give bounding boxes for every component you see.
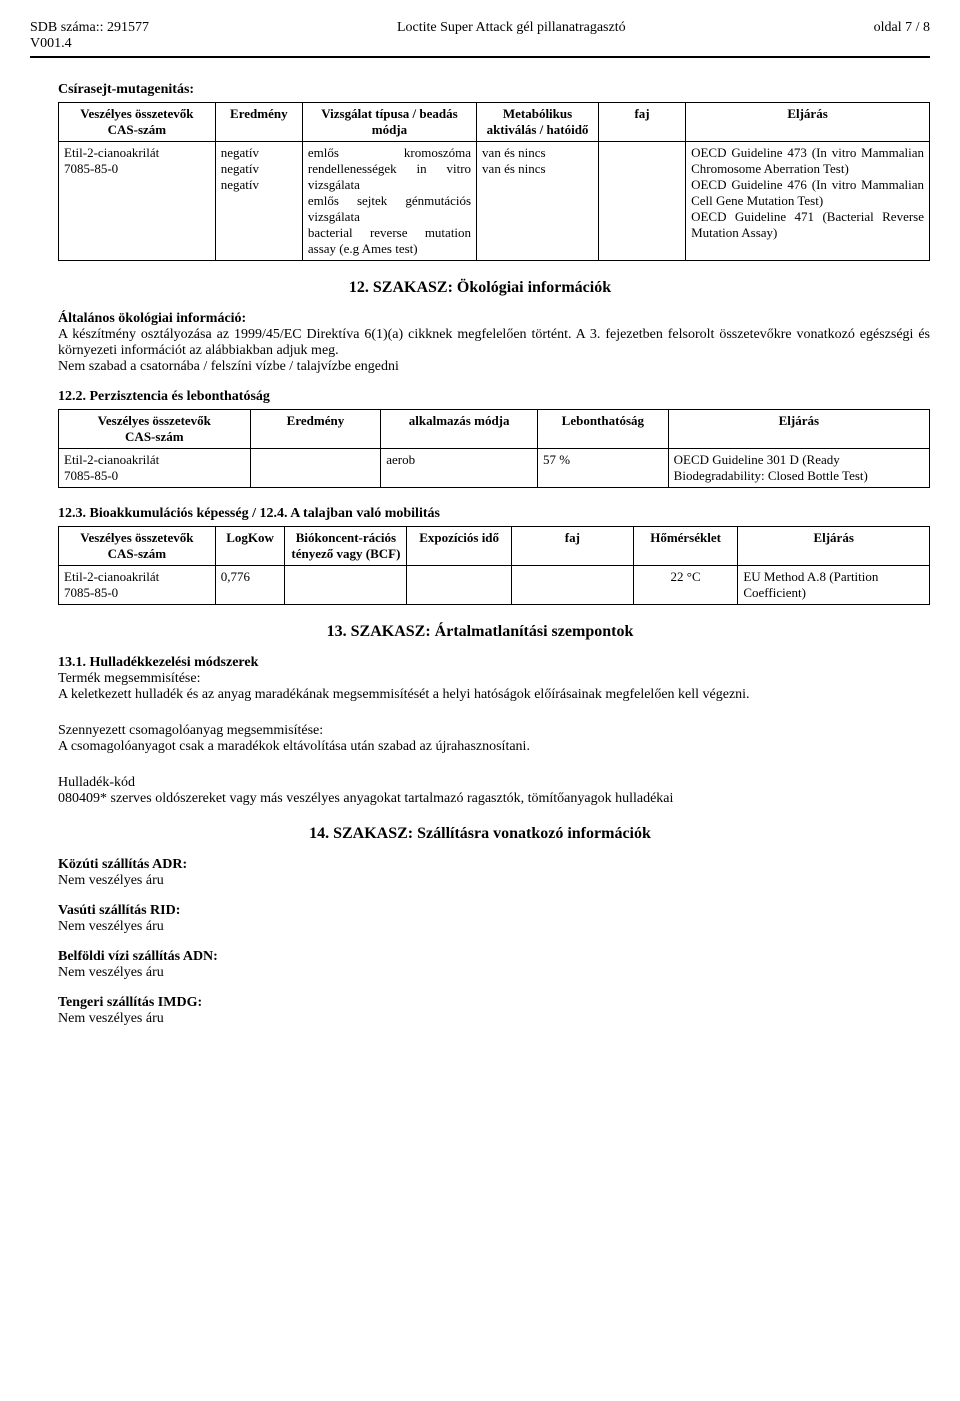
col-header: Biókoncent-rációs tényező vagy (BCF) — [285, 527, 407, 566]
transport-label: Vasúti szállítás RID: — [58, 903, 930, 919]
header-left: SDB száma:: 291577 V001.4 — [30, 20, 149, 52]
general-eco-heading: Általános ökológiai információ: — [58, 311, 930, 327]
col-header: Expozíciós idő — [407, 527, 512, 566]
col-header: Eredmény — [215, 103, 302, 142]
section-12-2-heading: 12.2. Perzisztencia és lebonthatóság — [58, 389, 930, 405]
col-header: Eredmény — [250, 410, 381, 449]
col-header: Eljárás — [668, 410, 929, 449]
cell: aerob — [381, 449, 538, 488]
col-header: faj — [598, 103, 685, 142]
cell: 0,776 — [215, 566, 285, 605]
cell: negatívnegatívnegatív — [215, 142, 302, 261]
section-12-3-heading: 12.3. Bioakkumulációs képesség / 12.4. A… — [58, 506, 930, 522]
cell: emlős kromoszóma rendellenességek in vit… — [302, 142, 476, 261]
section-13-title: 13. SZAKASZ: Ártalmatlanítási szempontok — [30, 623, 930, 641]
col-header: Eljárás — [686, 103, 930, 142]
page-header: SDB száma:: 291577 V001.4 Loctite Super … — [30, 20, 930, 52]
bioaccumulation-table: Veszélyes összetevőkCAS-szám LogKow Biók… — [58, 526, 930, 605]
col-header: Lebonthatóság — [538, 410, 669, 449]
col-header: Veszélyes összetevőkCAS-szám — [59, 103, 216, 142]
table-row: Etil-2-cianoakrilát7085-85-0 aerob 57 % … — [59, 449, 930, 488]
col-header: alkalmazás módja — [381, 410, 538, 449]
general-eco-info: Általános ökológiai információ: A készít… — [58, 311, 930, 375]
waste-code-text: 080409* szerves oldószereket vagy más ve… — [58, 791, 930, 807]
transport-item: Belföldi vízi szállítás ADN: Nem veszély… — [58, 949, 930, 981]
sdb-number: SDB száma:: 291577 — [30, 20, 149, 35]
col-header: Eljárás — [738, 527, 930, 566]
packaging-disposal-label: Szennyezett csomagolóanyag megsemmisítés… — [58, 723, 930, 739]
transport-item: Tengeri szállítás IMDG: Nem veszélyes ár… — [58, 995, 930, 1027]
transport-item: Közúti szállítás ADR: Nem veszélyes áru — [58, 857, 930, 889]
packaging-disposal-text: A csomagolóanyagot csak a maradékok eltá… — [58, 739, 930, 755]
table-row: Etil-2-cianoakrilát7085-85-0 0,776 22 °C… — [59, 566, 930, 605]
table-row: Etil-2-cianoakrilát7085-85-0 negatívnega… — [59, 142, 930, 261]
biodegradability-table: Veszélyes összetevőkCAS-szám Eredmény al… — [58, 409, 930, 488]
cell — [285, 566, 407, 605]
page-number: oldal 7 / 8 — [874, 20, 930, 52]
cell — [407, 566, 512, 605]
cell — [511, 566, 633, 605]
cell: OECD Guideline 473 (In vitro Mammalian C… — [686, 142, 930, 261]
section-12-title: 12. SZAKASZ: Ökológiai információk — [30, 279, 930, 297]
version: V001.4 — [30, 36, 72, 51]
cell: OECD Guideline 301 D (Ready Biodegradabi… — [668, 449, 929, 488]
cell — [598, 142, 685, 261]
col-header: Veszélyes összetevőkCAS-szám — [59, 527, 216, 566]
mutagenicity-table: Veszélyes összetevőkCAS-szám Eredmény Vi… — [58, 102, 930, 261]
transport-label: Belföldi vízi szállítás ADN: — [58, 949, 930, 965]
section-13-1: 13.1. Hulladékkezelési módszerek Termék … — [58, 655, 930, 807]
section-12-3: 12.3. Bioakkumulációs képesség / 12.4. A… — [58, 506, 930, 605]
product-disposal-label: Termék megsemmisítése: — [58, 671, 930, 687]
product-disposal-text: A keletkezett hulladék és az anyag marad… — [58, 687, 930, 703]
section-13-1-heading: 13.1. Hulladékkezelési módszerek — [58, 655, 930, 671]
general-eco-text: A készítmény osztályozása az 1999/45/EC … — [58, 327, 930, 375]
transport-info: Közúti szállítás ADR: Nem veszélyes áru … — [58, 857, 930, 1027]
cell: Etil-2-cianoakrilát7085-85-0 — [59, 142, 216, 261]
section-14-title: 14. SZAKASZ: Szállításra vonatkozó infor… — [30, 825, 930, 843]
cell: van és nincsvan és nincs — [477, 142, 599, 261]
cell: 57 % — [538, 449, 669, 488]
col-header: LogKow — [215, 527, 285, 566]
col-header: Veszélyes összetevőkCAS-szám — [59, 410, 251, 449]
transport-value: Nem veszélyes áru — [58, 873, 930, 889]
transport-label: Közúti szállítás ADR: — [58, 857, 930, 873]
mutagenicity-block: Csírasejt-mutagenitás: Veszélyes összete… — [58, 82, 930, 261]
cell: 22 °C — [633, 566, 738, 605]
col-header: faj — [511, 527, 633, 566]
col-header: Vizsgálat típusa / beadás módja — [302, 103, 476, 142]
header-divider — [30, 56, 930, 58]
header-title: Loctite Super Attack gél pillanatragaszt… — [149, 20, 874, 52]
transport-item: Vasúti szállítás RID: Nem veszélyes áru — [58, 903, 930, 935]
transport-label: Tengeri szállítás IMDG: — [58, 995, 930, 1011]
cell: Etil-2-cianoakrilát7085-85-0 — [59, 449, 251, 488]
col-header: Metabólikus aktiválás / hatóidő — [477, 103, 599, 142]
cell: EU Method A.8 (Partition Coefficient) — [738, 566, 930, 605]
transport-value: Nem veszélyes áru — [58, 919, 930, 935]
section-12-2: 12.2. Perzisztencia és lebonthatóság Ves… — [58, 389, 930, 488]
cell — [250, 449, 381, 488]
waste-code-label: Hulladék-kód — [58, 775, 930, 791]
transport-value: Nem veszélyes áru — [58, 965, 930, 981]
cell: Etil-2-cianoakrilát7085-85-0 — [59, 566, 216, 605]
transport-value: Nem veszélyes áru — [58, 1011, 930, 1027]
mutagenicity-heading: Csírasejt-mutagenitás: — [58, 82, 930, 98]
col-header: Hőmérséklet — [633, 527, 738, 566]
